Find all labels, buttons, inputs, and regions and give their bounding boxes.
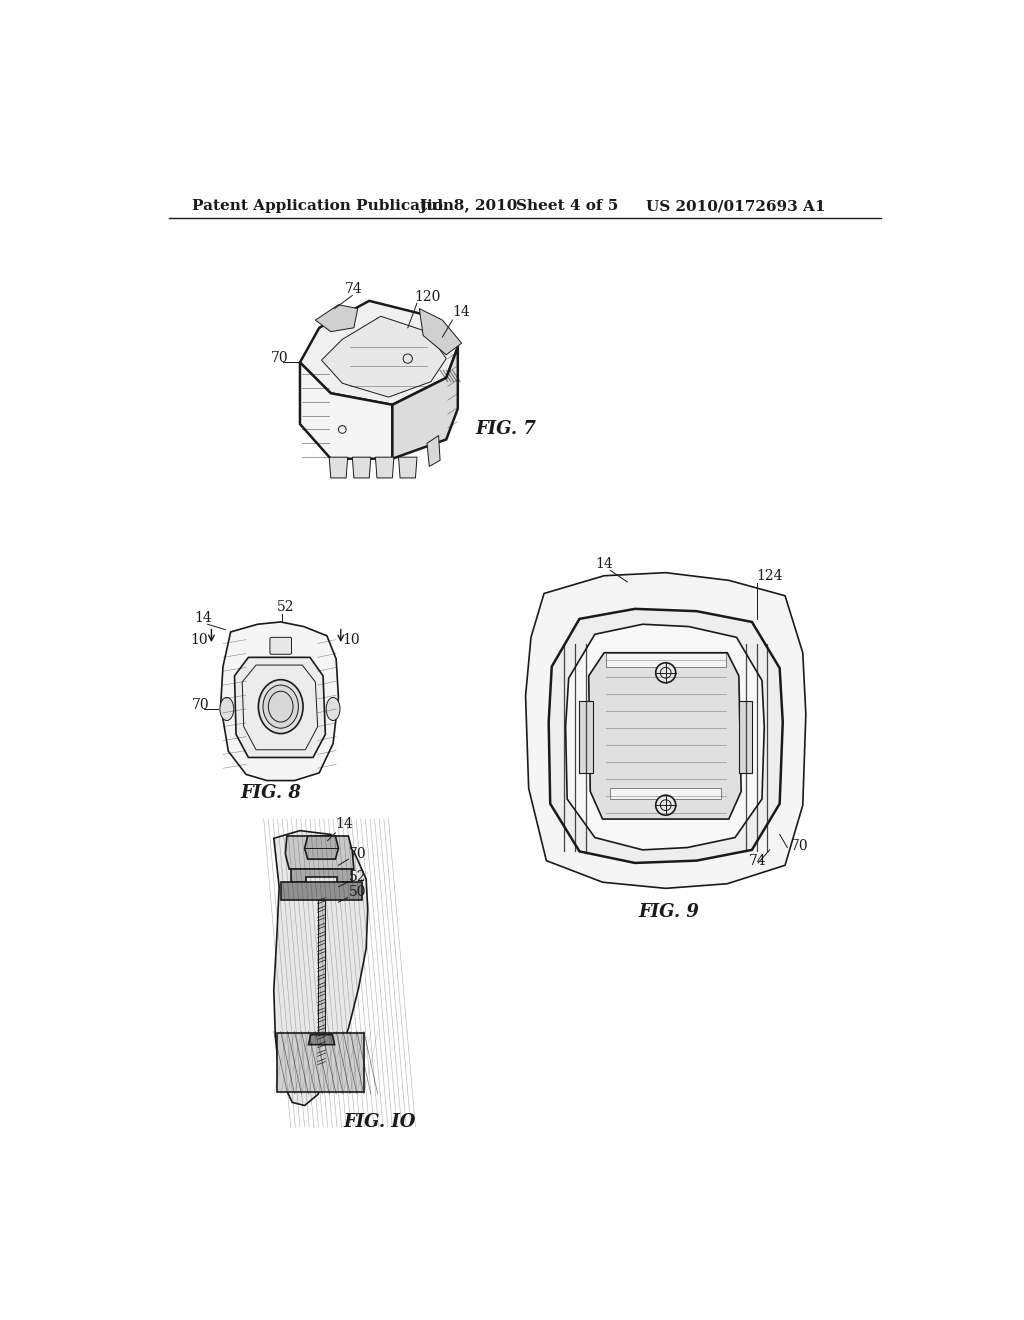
Text: 10: 10	[189, 632, 208, 647]
Polygon shape	[610, 788, 721, 799]
Polygon shape	[565, 624, 764, 850]
Text: 74: 74	[345, 282, 362, 296]
Text: 124: 124	[757, 569, 783, 583]
Text: FIG. 7: FIG. 7	[475, 420, 537, 438]
Circle shape	[655, 663, 676, 682]
Text: Patent Application Publication: Patent Application Publication	[193, 199, 455, 213]
Text: FIG. 8: FIG. 8	[241, 784, 301, 801]
Polygon shape	[419, 309, 462, 355]
Polygon shape	[376, 457, 394, 478]
Text: 74: 74	[749, 854, 767, 869]
Text: 52: 52	[348, 870, 366, 883]
Polygon shape	[282, 882, 361, 900]
Polygon shape	[286, 836, 354, 869]
FancyBboxPatch shape	[270, 638, 292, 655]
Text: 52: 52	[276, 601, 294, 614]
Polygon shape	[605, 653, 726, 667]
Polygon shape	[398, 457, 417, 478]
Polygon shape	[315, 305, 357, 331]
Text: 14: 14	[453, 305, 470, 319]
Polygon shape	[392, 347, 458, 459]
Ellipse shape	[326, 697, 340, 721]
Text: Jul. 8, 2010: Jul. 8, 2010	[419, 199, 518, 213]
Text: 120: 120	[414, 290, 440, 304]
Polygon shape	[739, 701, 752, 774]
Polygon shape	[273, 830, 368, 1106]
Polygon shape	[549, 609, 782, 863]
Polygon shape	[276, 1034, 364, 1093]
Polygon shape	[580, 701, 593, 774]
Ellipse shape	[258, 680, 303, 734]
Text: 14: 14	[336, 817, 353, 832]
Polygon shape	[234, 657, 326, 758]
Polygon shape	[589, 653, 741, 818]
Text: Sheet 4 of 5: Sheet 4 of 5	[515, 199, 617, 213]
Text: 50: 50	[348, 886, 366, 899]
Polygon shape	[300, 363, 392, 459]
Polygon shape	[525, 573, 806, 888]
Text: FIG. 9: FIG. 9	[639, 903, 699, 921]
Polygon shape	[427, 436, 440, 466]
FancyBboxPatch shape	[317, 900, 326, 1069]
Text: 70: 70	[270, 351, 289, 366]
Text: US 2010/0172693 A1: US 2010/0172693 A1	[646, 199, 826, 213]
Polygon shape	[322, 317, 446, 397]
Polygon shape	[220, 622, 339, 780]
Polygon shape	[330, 457, 348, 478]
Polygon shape	[352, 457, 371, 478]
Ellipse shape	[263, 685, 298, 729]
Polygon shape	[304, 836, 339, 859]
Text: 70: 70	[348, 846, 367, 861]
Text: 70: 70	[791, 840, 808, 853]
Polygon shape	[300, 301, 458, 405]
Circle shape	[655, 795, 676, 816]
Polygon shape	[308, 1035, 335, 1044]
Text: 14: 14	[195, 611, 212, 624]
Polygon shape	[291, 869, 352, 882]
Text: 10: 10	[342, 632, 359, 647]
Text: 70: 70	[193, 698, 210, 711]
Ellipse shape	[220, 697, 233, 721]
Text: 14: 14	[595, 557, 612, 572]
Text: FIG. IO: FIG. IO	[343, 1113, 416, 1131]
